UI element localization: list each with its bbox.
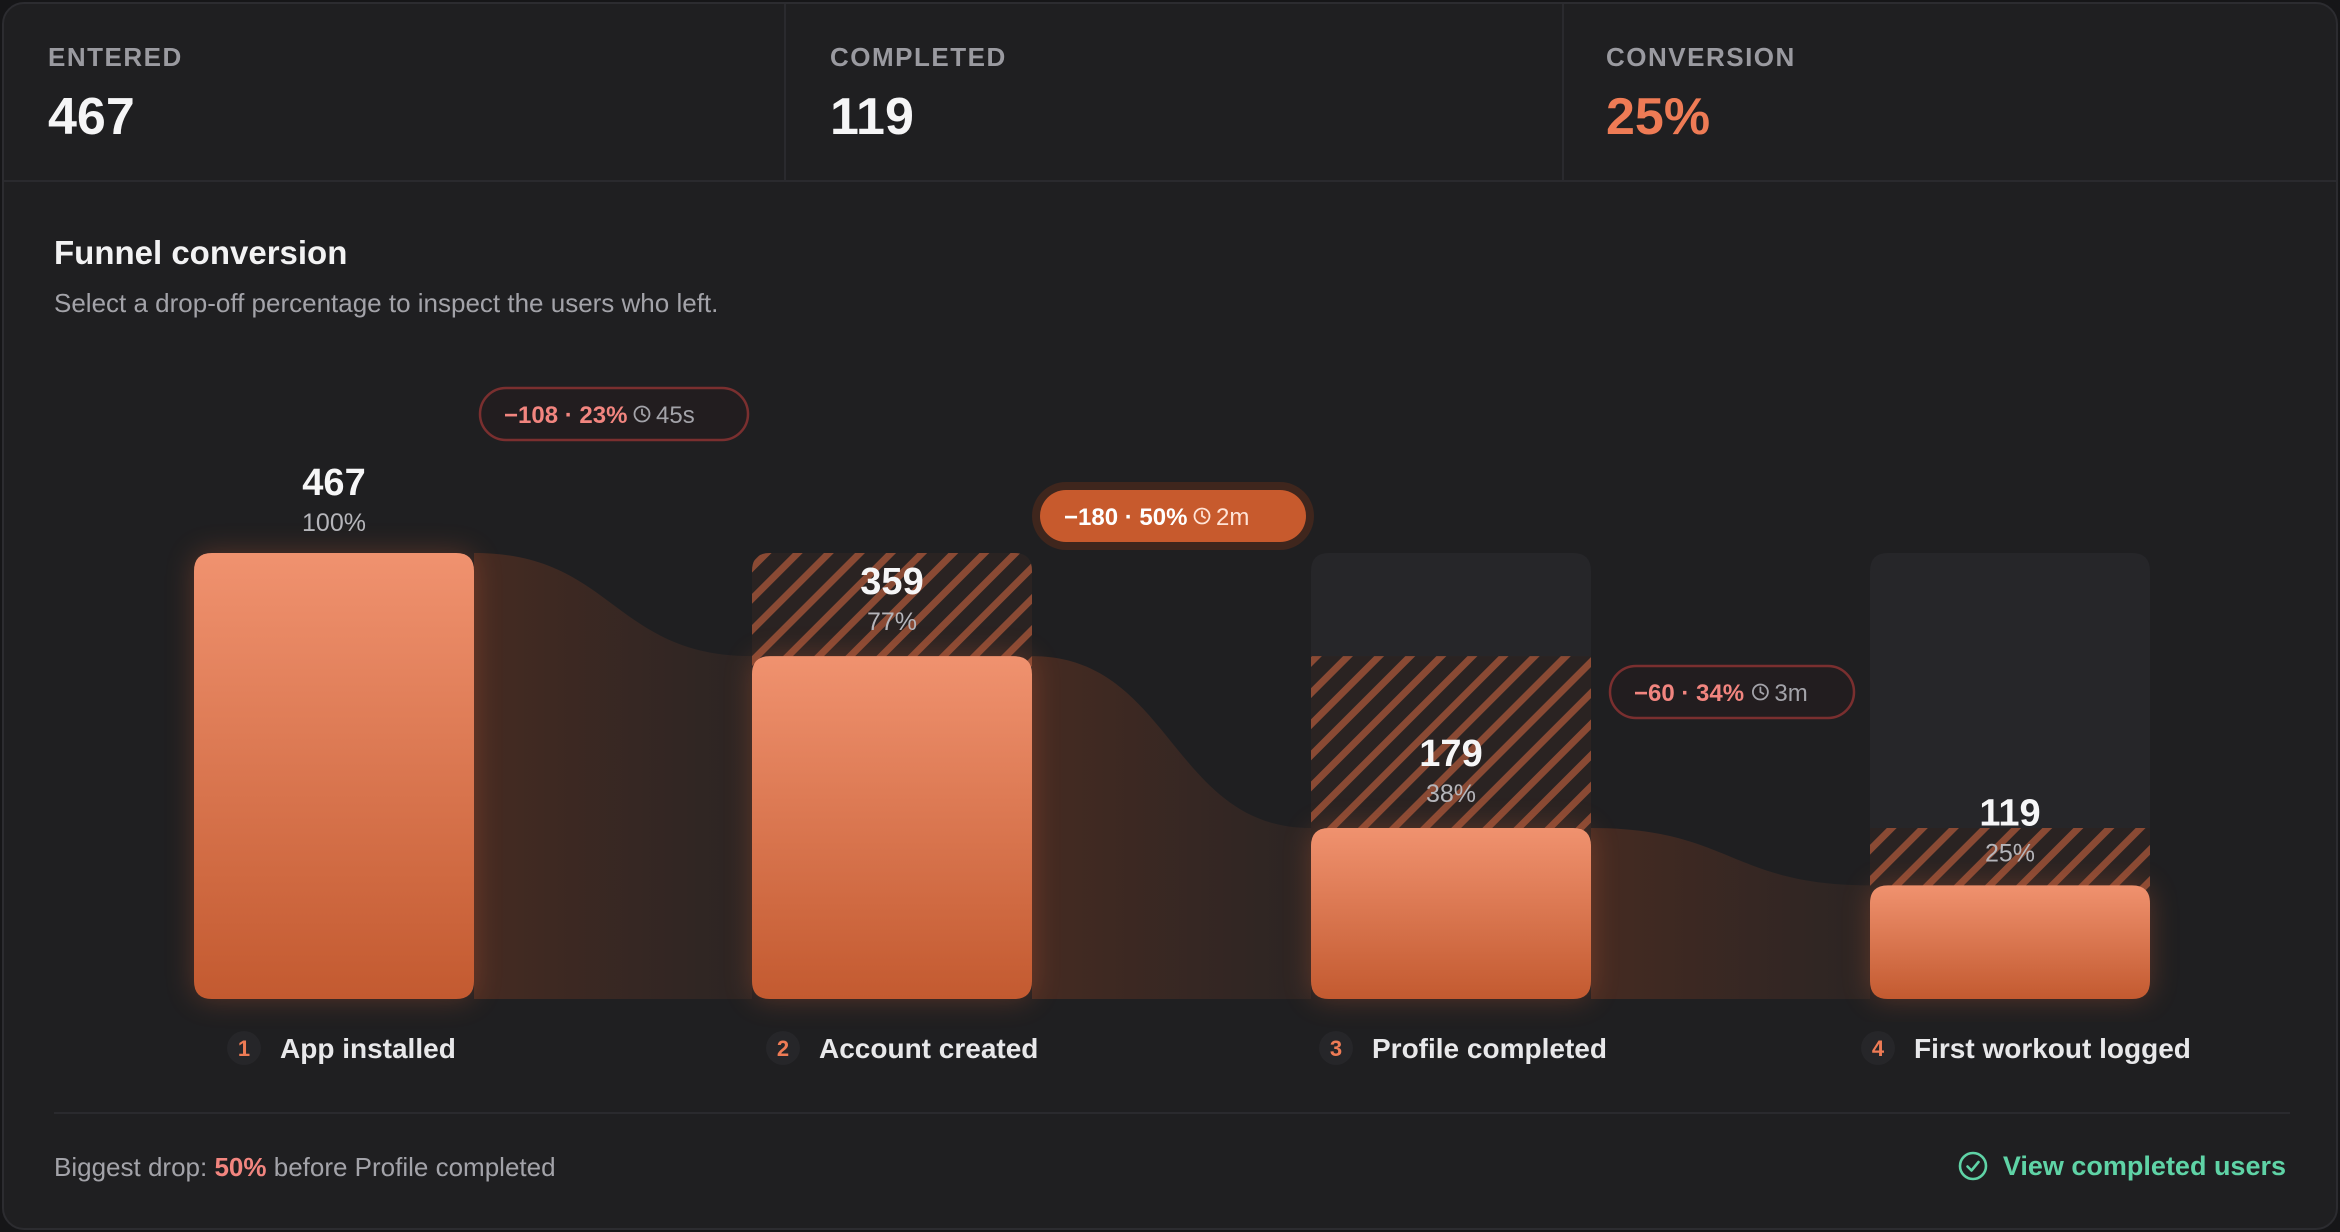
dropoff-amount[interactable]: −180 · 50% <box>1064 504 1187 531</box>
stage-name: First workout logged <box>1914 1033 2191 1064</box>
bar-2[interactable] <box>752 656 1032 999</box>
flow-band-1 <box>474 553 752 999</box>
stats-row: ENTERED 467 COMPLETED 119 CONVERSION 25% <box>4 4 2336 182</box>
dropoff-amount[interactable]: −60 · 34% <box>1634 680 1744 707</box>
stat-value: 25% <box>1606 88 1711 146</box>
bar-3[interactable] <box>1311 828 1591 999</box>
bar-1[interactable] <box>194 553 474 999</box>
chart-subtitle: Select a drop-off percentage to inspect … <box>54 288 719 318</box>
view-completed-users-label[interactable]: View completed users <box>2002 1150 2286 1181</box>
stat-conversion: CONVERSION 25% <box>1562 4 2336 180</box>
stat-completed: COMPLETED 119 <box>784 4 1562 180</box>
footer-divider <box>54 1112 2290 1114</box>
percent-label: 38% <box>1426 780 1476 808</box>
stage-name: Profile completed <box>1372 1033 1607 1064</box>
dropoff-time: 3m <box>1774 680 1807 707</box>
dropoff-pill-1[interactable]: −108 · 23% 45s <box>478 386 750 442</box>
summary-suffix: before Profile completed <box>273 1152 556 1182</box>
check-circle-icon <box>1958 1151 1988 1181</box>
stat-label: CONVERSION <box>1606 42 1796 72</box>
stage-number: 1 <box>238 1036 250 1061</box>
summary-prefix: Biggest drop: <box>54 1152 208 1182</box>
stage-number: 4 <box>1872 1036 1885 1061</box>
dropoff-amount[interactable]: −108 · 23% <box>504 402 627 429</box>
stage-label-3: 3 Profile completed <box>1319 1031 1607 1065</box>
stage-label-2: 2 Account created <box>766 1031 1038 1065</box>
stat-label: ENTERED <box>48 42 183 72</box>
stat-entered: ENTERED 467 <box>4 4 784 180</box>
chart-title: Funnel conversion <box>54 234 348 271</box>
stage-name: Account created <box>819 1033 1038 1064</box>
stat-label: COMPLETED <box>830 42 1007 72</box>
flow-band-3 <box>1591 828 1870 999</box>
dropoff-time: 2m <box>1216 504 1249 531</box>
funnel-chart: 467 100% 1 App installed 359 77% 2 Account crea… <box>194 386 2191 1065</box>
stat-value: 119 <box>830 88 914 146</box>
value-label: 119 <box>1979 792 2040 834</box>
stat-value: 467 <box>48 88 135 146</box>
percent-label: 25% <box>1985 839 2035 867</box>
stage-number: 2 <box>777 1036 789 1061</box>
dropoff-pill-3[interactable]: −60 · 34% 3m <box>1608 664 1856 720</box>
stage-label-1: 1 App installed <box>227 1031 456 1065</box>
percent-label: 100% <box>302 509 366 537</box>
dropoff-hatch-3[interactable] <box>1311 656 1591 849</box>
bar-4[interactable] <box>1870 885 2150 999</box>
dropoff-pill-2[interactable]: −180 · 50% 2m <box>1032 482 1314 550</box>
summary-highlight: 50% <box>214 1152 267 1182</box>
dropoff-hatch-2[interactable] <box>752 553 1032 677</box>
flow-band-2 <box>1032 656 1311 999</box>
stage-number: 3 <box>1330 1036 1342 1061</box>
dropoff-time: 45s <box>656 402 695 429</box>
stage-name: App installed <box>280 1033 456 1064</box>
value-label: 179 <box>1419 733 1482 775</box>
stage-label-4: 4 First workout logged <box>1861 1031 2191 1065</box>
biggest-drop-summary: Biggest drop: 50% before Profile complet… <box>54 1152 556 1183</box>
view-completed-users-button[interactable]: View completed users <box>1957 1144 2286 1188</box>
percent-label: 77% <box>867 608 917 636</box>
value-label: 359 <box>860 561 923 603</box>
value-label: 467 <box>302 462 365 504</box>
